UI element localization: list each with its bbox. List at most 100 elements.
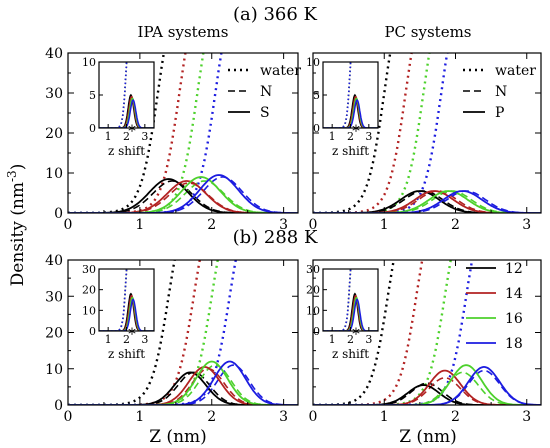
inset-x-tick-label: 3 xyxy=(141,130,148,143)
series-N-16 xyxy=(68,364,298,405)
x-tick-label: 2 xyxy=(451,217,460,233)
inset-y-tick-label: 0 xyxy=(89,325,96,338)
legend-label-water: water xyxy=(495,63,536,79)
inset-water-curve xyxy=(99,269,128,331)
inset-y-tick-label: 5 xyxy=(89,89,96,102)
inset-water-curve xyxy=(99,62,128,128)
inset-x-tick-label: 1 xyxy=(105,333,112,346)
column-title-ipa: IPA systems xyxy=(138,23,229,41)
x-tick-label: 0 xyxy=(309,217,318,233)
series-S-18 xyxy=(68,360,298,405)
y-axis-label-main: Density (nm xyxy=(8,182,28,286)
inset-x-tick-label: 3 xyxy=(141,333,148,346)
x-tick-label: 1 xyxy=(135,217,144,233)
inset-y-tick-label: 10 xyxy=(306,304,320,317)
inset-peak-curve xyxy=(323,292,378,331)
color-legend-label-12: 12 xyxy=(505,261,523,277)
inset-x-tick-label: 1 xyxy=(329,333,336,346)
legend-label-N: N xyxy=(260,84,272,100)
inset-peak-curve xyxy=(99,294,154,331)
series-S-18 xyxy=(68,174,298,213)
inset-x-tick-label: 2 xyxy=(123,333,130,346)
series-water-18 xyxy=(68,53,223,213)
inset-y-tick-label: 0 xyxy=(313,122,320,135)
inset-0: 1 2 3 0 5 10 * z shift xyxy=(82,56,155,158)
color-legend-label-18: 18 xyxy=(505,336,523,352)
inset-x-tick-label: 3 xyxy=(365,333,372,346)
legend-label-water: water xyxy=(260,63,301,79)
y-axis-label-close: ) xyxy=(8,164,28,171)
y-tick-label: 40 xyxy=(45,253,63,269)
series-N-18 xyxy=(313,190,541,213)
inset-y-tick-label: 0 xyxy=(89,122,96,135)
series-P-14 xyxy=(313,190,541,213)
x-axis-label-right: Z (nm) xyxy=(399,427,457,447)
legend-label-N: N xyxy=(495,84,507,100)
inset-x-label: z shift xyxy=(108,347,145,361)
inset-peak-curve xyxy=(323,294,378,331)
series-N-12 xyxy=(68,371,298,405)
y-tick-label: 20 xyxy=(45,326,63,342)
inset-y-tick-label: 0 xyxy=(313,325,320,338)
inset-x-tick-label: 2 xyxy=(123,130,130,143)
inset-peak-curve xyxy=(99,292,154,331)
inset-x-tick-label: 2 xyxy=(347,333,354,346)
y-axis-label-exponent: -3 xyxy=(5,170,19,182)
inset-x-tick-label: 1 xyxy=(105,130,112,143)
y-tick-label: 30 xyxy=(45,86,63,102)
row-title-a: (a) 366 K xyxy=(233,4,318,25)
inset-y-tick-label: 5 xyxy=(313,89,320,102)
series-N-16 xyxy=(313,371,541,405)
y-tick-label: 30 xyxy=(45,289,63,305)
series-S-14 xyxy=(68,180,298,213)
legend-label-S: S xyxy=(260,105,270,121)
x-tick-label: 3 xyxy=(522,409,531,425)
inset-asterisk-marker: * xyxy=(352,121,360,140)
x-tick-label: 0 xyxy=(64,217,73,233)
inset-x-label: z shift xyxy=(108,144,145,158)
series-S-12 xyxy=(68,371,298,405)
curves xyxy=(313,260,541,405)
x-tick-label: 2 xyxy=(451,409,460,425)
x-tick-label: 1 xyxy=(380,409,389,425)
series-N-14 xyxy=(68,182,298,213)
series-P-16 xyxy=(313,364,541,405)
x-tick-label: 3 xyxy=(279,217,288,233)
inset-asterisk-marker: * xyxy=(128,121,136,140)
row-title-b: (b) 288 K xyxy=(233,227,318,248)
inset-y-tick-label: 10 xyxy=(82,56,96,69)
inset-y-tick-label: 10 xyxy=(82,304,96,317)
y-tick-label: 40 xyxy=(45,46,63,62)
x-tick-label: 2 xyxy=(207,217,216,233)
inset-y-tick-label: 30 xyxy=(82,263,96,276)
inset-x-label: z shift xyxy=(332,144,369,158)
y-tick-label: 10 xyxy=(45,166,63,182)
x-tick-label: 0 xyxy=(309,409,318,425)
y-axis-label: Density (nm-3) xyxy=(5,164,28,287)
x-tick-label: 3 xyxy=(279,409,288,425)
inset-x-tick-label: 3 xyxy=(365,130,372,143)
x-tick-label: 1 xyxy=(135,409,144,425)
inset-water-curve xyxy=(323,62,352,128)
inset-1: 1 2 3 0 5 10 * z shift xyxy=(306,56,379,158)
color-legend-label-14: 14 xyxy=(505,286,523,302)
series-N-18 xyxy=(313,369,541,405)
inset-peak-curve xyxy=(99,93,154,128)
inset-peak-curve xyxy=(99,95,154,128)
legend-label-P: P xyxy=(495,105,504,121)
series-N-18 xyxy=(68,176,298,213)
inset-peak-curve xyxy=(323,93,378,128)
inset-asterisk-marker: * xyxy=(352,324,360,343)
inset-y-tick-label: 10 xyxy=(306,56,320,69)
inset-x-tick-label: 1 xyxy=(329,130,336,143)
x-axis-label-left: Z (nm) xyxy=(149,427,207,447)
